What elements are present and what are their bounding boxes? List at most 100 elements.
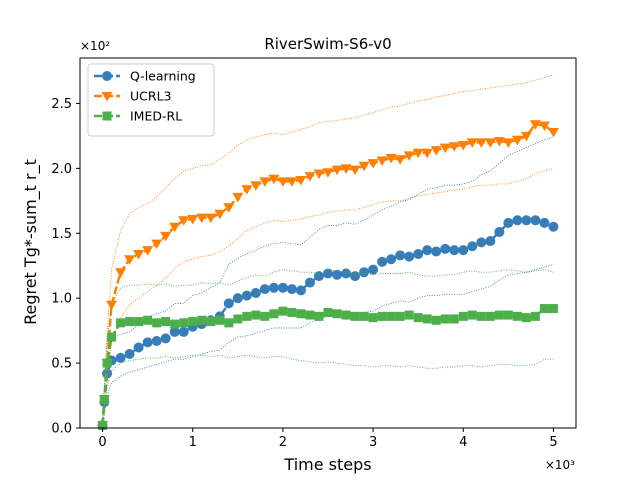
- series-imed-rl-point: [161, 317, 171, 327]
- series-q-learning-point: [304, 277, 315, 288]
- series-imed-rl-point: [242, 311, 252, 321]
- y-axis-label: Regret Tg*-sum_t r_t: [21, 159, 41, 325]
- series-ucrl3-point: [124, 255, 136, 265]
- series-ucrl3-point: [430, 146, 442, 156]
- series-q-learning-point: [539, 217, 550, 228]
- series-ucrl3-point: [358, 161, 370, 172]
- series-q-learning-point: [395, 250, 406, 261]
- x-axis-label: Time steps: [283, 455, 371, 474]
- series-q-learning-point: [521, 215, 532, 226]
- series-q-learning-point: [286, 284, 297, 295]
- series-ucrl3-point: [547, 128, 559, 138]
- series-imed-rl-point: [359, 311, 369, 321]
- series-imed-rl-point: [332, 309, 342, 319]
- series-ucrl3-point: [385, 153, 397, 164]
- series-ucrl3-point: [214, 209, 226, 220]
- x-tick-label: 5: [549, 435, 557, 450]
- series-imed-rl-point: [102, 358, 112, 368]
- series-q-learning-point: [295, 285, 306, 296]
- series-q-learning-point: [368, 264, 379, 275]
- series-q-learning-point: [142, 337, 153, 348]
- legend-item-ucrl3: UCRL3: [94, 89, 171, 104]
- series-imed-rl-point: [197, 315, 207, 325]
- series-ucrl3: [97, 74, 559, 431]
- series-q-learning-point: [232, 293, 243, 304]
- chart-title: RiverSwim-S6-v0: [264, 35, 391, 53]
- series-imed-rl-point: [287, 307, 297, 317]
- series-imed-rl-point: [224, 318, 234, 328]
- series-imed-rl-point: [521, 313, 531, 323]
- series-ucrl3-point: [529, 120, 541, 130]
- series-imed-rl-point: [143, 315, 153, 325]
- series-imed-rl-point: [539, 304, 549, 314]
- series-imed-rl-point: [233, 314, 243, 324]
- series-imed-rl-point: [404, 310, 414, 320]
- series-ucrl3-point: [394, 155, 406, 165]
- series-q-learning-point: [160, 333, 171, 344]
- series-imed-rl-point: [323, 307, 333, 317]
- series-imed-rl-point: [386, 311, 396, 321]
- plot-frame: [79, 57, 577, 429]
- series-imed-rl-point: [368, 313, 378, 323]
- legend-label-q-learning: Q-learning: [130, 69, 196, 84]
- series-imed-rl: [98, 269, 558, 430]
- series-q-learning-point: [503, 217, 514, 228]
- x-axis-multiplier: ×10³: [545, 458, 575, 472]
- series-imed-rl-point: [152, 318, 162, 328]
- series-imed-rl-point: [179, 318, 189, 328]
- series-q-learning-point: [332, 269, 343, 280]
- series-q-learning-point: [341, 268, 352, 279]
- series-q-learning-point: [440, 243, 451, 254]
- series-imed-rl-point: [377, 311, 387, 321]
- series-imed-rl-point: [107, 332, 117, 342]
- series-imed-rl-point: [215, 315, 225, 325]
- series-q-learning-point: [178, 326, 189, 337]
- series-imed-rl-point: [440, 314, 450, 324]
- series-q-learning-point: [485, 236, 496, 247]
- series-imed-rl-point: [512, 311, 522, 321]
- series-ucrl3-point: [160, 231, 172, 242]
- series-ucrl3-point: [511, 135, 523, 146]
- x-tick-label: 4: [459, 435, 467, 450]
- series-q-learning-point: [404, 251, 415, 262]
- series-ucrl3-point: [223, 203, 235, 213]
- series-ucrl3-point: [484, 138, 496, 148]
- series-imed-rl-point: [305, 310, 315, 320]
- series-ucrl3-point: [115, 268, 127, 278]
- series-ucrl3-point: [133, 250, 145, 260]
- series-q-learning-point: [223, 298, 234, 309]
- series-imed-rl-point: [98, 420, 108, 430]
- legend-label-imed-rl: IMED-RL: [130, 109, 182, 124]
- series-imed-rl-point: [296, 309, 306, 319]
- y-tick-label: 2.0: [51, 162, 72, 177]
- series-layer: [97, 74, 559, 431]
- axes-layer: 0 1 2 3 4 5 0.0 0.5 1.0 1.5 2.0 2.5: [51, 57, 577, 450]
- series-imed-rl-point: [251, 310, 261, 320]
- series-imed-rl-point: [278, 306, 288, 316]
- y-tick-label: 1.0: [51, 292, 72, 307]
- series-imed-rl-point: [350, 311, 360, 321]
- series-q-learning-point: [530, 215, 541, 226]
- series-ucrl3-point: [187, 214, 199, 225]
- series-ucrl3-point: [340, 164, 352, 174]
- series-ucrl3-point: [142, 246, 154, 256]
- series-q-learning-point: [512, 215, 523, 226]
- series-q-learning-point: [548, 221, 559, 232]
- series-q-learning-point: [476, 237, 487, 248]
- series-q-learning-point: [377, 256, 388, 267]
- series-ucrl3-point: [268, 174, 280, 185]
- series-imed-rl-point: [485, 311, 495, 321]
- series-ucrl3-point: [412, 148, 424, 159]
- series-ucrl3-point: [493, 137, 505, 147]
- series-imed-rl-point: [99, 394, 109, 404]
- series-imed-rl-point: [125, 317, 135, 327]
- series-q-learning-point: [124, 349, 135, 359]
- series-q-learning-point: [277, 282, 288, 293]
- series-imed-rl-point: [548, 304, 558, 314]
- series-ucrl3-point: [196, 213, 208, 224]
- x-tick-label: 0: [98, 435, 106, 450]
- legend-marker-imed-rl: [102, 111, 112, 121]
- series-imed-rl-point: [206, 317, 216, 327]
- series-ucrl3-point: [502, 138, 514, 148]
- legend-box: [87, 63, 215, 137]
